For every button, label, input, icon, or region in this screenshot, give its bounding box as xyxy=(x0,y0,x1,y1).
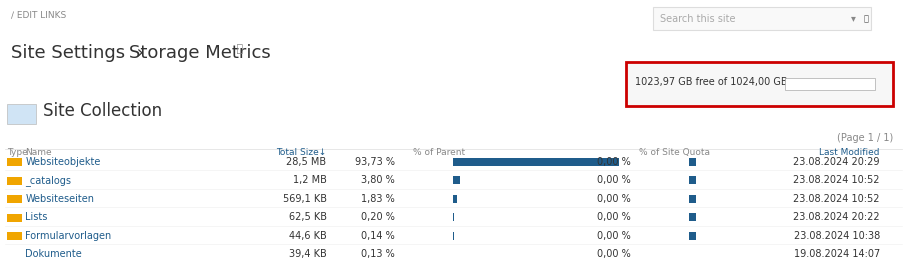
Text: 44,6 KB: 44,6 KB xyxy=(288,231,327,241)
Bar xyxy=(7,158,22,166)
Bar xyxy=(454,195,457,203)
FancyBboxPatch shape xyxy=(626,62,893,106)
Text: ∕ EDIT LINKS: ∕ EDIT LINKS xyxy=(11,10,66,19)
Text: % of Site Quota: % of Site Quota xyxy=(639,148,710,157)
Text: % of Parent: % of Parent xyxy=(413,148,464,157)
Text: 0,00 %: 0,00 % xyxy=(597,212,630,222)
Text: 1023,97 GB free of 1024,00 GB: 1023,97 GB free of 1024,00 GB xyxy=(635,77,787,86)
Text: 23.08.2024 10:52: 23.08.2024 10:52 xyxy=(794,175,880,185)
Text: 23.08.2024 10:52: 23.08.2024 10:52 xyxy=(794,194,880,204)
Text: ▾: ▾ xyxy=(851,13,855,23)
Text: 93,73 %: 93,73 % xyxy=(355,157,395,167)
Text: Site Settings  ›: Site Settings › xyxy=(11,44,155,62)
Text: 0,00 %: 0,00 % xyxy=(597,194,630,204)
Text: 0,20 %: 0,20 % xyxy=(361,212,395,222)
Bar xyxy=(689,213,696,221)
Bar xyxy=(454,158,619,166)
Text: _catalogs: _catalogs xyxy=(25,175,72,186)
Text: Type: Type xyxy=(7,148,28,157)
FancyBboxPatch shape xyxy=(653,7,871,30)
Text: 0,00 %: 0,00 % xyxy=(597,175,630,185)
Text: (Page 1 / 1): (Page 1 / 1) xyxy=(837,133,893,143)
Text: Dokumente: Dokumente xyxy=(25,249,83,258)
Bar xyxy=(7,214,22,222)
Bar xyxy=(7,232,22,240)
Text: 0,00 %: 0,00 % xyxy=(597,249,630,258)
Text: Websiteseiten: Websiteseiten xyxy=(25,194,94,204)
Text: 23.08.2024 10:38: 23.08.2024 10:38 xyxy=(794,231,880,241)
Bar xyxy=(7,177,22,185)
Bar xyxy=(689,158,696,166)
Text: Site Collection: Site Collection xyxy=(43,102,161,120)
Text: 23.08.2024 20:29: 23.08.2024 20:29 xyxy=(794,157,880,167)
Bar xyxy=(7,104,36,124)
Text: Search this site: Search this site xyxy=(660,13,736,23)
Text: 19.08.2024 14:07: 19.08.2024 14:07 xyxy=(794,249,880,258)
Text: 0,00 %: 0,00 % xyxy=(597,231,630,241)
Text: 0,13 %: 0,13 % xyxy=(361,249,395,258)
Text: Last Modified: Last Modified xyxy=(819,148,880,157)
Text: Name: Name xyxy=(25,148,52,157)
Bar xyxy=(7,195,22,203)
Text: 62,5 KB: 62,5 KB xyxy=(288,212,327,222)
Text: 39,4 KB: 39,4 KB xyxy=(288,249,327,258)
Text: 23.08.2024 20:22: 23.08.2024 20:22 xyxy=(793,212,880,222)
Bar xyxy=(7,251,22,258)
Text: Lists: Lists xyxy=(25,212,48,222)
Bar xyxy=(785,78,875,90)
Text: Total Size↓: Total Size↓ xyxy=(277,148,327,157)
Bar xyxy=(689,251,696,258)
Text: 0,00 %: 0,00 % xyxy=(597,157,630,167)
Text: Websiteobjekte: Websiteobjekte xyxy=(25,157,101,167)
Bar xyxy=(689,176,696,184)
Text: Formularvorlagen: Formularvorlagen xyxy=(25,231,112,241)
Text: 🔍: 🔍 xyxy=(863,14,869,23)
Bar xyxy=(454,176,460,184)
Text: 1,83 %: 1,83 % xyxy=(361,194,395,204)
Text: 28,5 MB: 28,5 MB xyxy=(287,157,327,167)
Text: Storage Metrics: Storage Metrics xyxy=(129,44,270,62)
Text: 0,14 %: 0,14 % xyxy=(361,231,395,241)
Bar xyxy=(689,232,696,240)
Text: ⓘ: ⓘ xyxy=(233,44,243,54)
Text: 569,1 KB: 569,1 KB xyxy=(282,194,327,204)
Bar xyxy=(689,195,696,203)
Text: 3,80 %: 3,80 % xyxy=(361,175,395,185)
Text: 1,2 MB: 1,2 MB xyxy=(293,175,327,185)
